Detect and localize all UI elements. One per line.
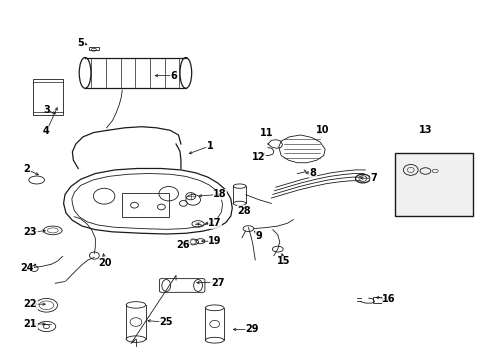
Text: 7: 7 xyxy=(370,173,377,183)
Text: 19: 19 xyxy=(208,236,222,246)
Bar xyxy=(89,47,99,50)
Bar xyxy=(394,153,472,216)
Text: 29: 29 xyxy=(244,324,258,334)
Bar xyxy=(372,297,382,303)
Text: 26: 26 xyxy=(176,240,190,250)
Text: 27: 27 xyxy=(210,278,224,288)
Text: 24: 24 xyxy=(20,263,34,273)
Text: 21: 21 xyxy=(23,319,37,329)
Text: 13: 13 xyxy=(418,125,431,135)
Text: 16: 16 xyxy=(381,294,395,304)
Text: 2: 2 xyxy=(23,164,30,174)
Text: 15: 15 xyxy=(276,256,290,266)
Text: 6: 6 xyxy=(170,71,177,81)
Bar xyxy=(122,193,168,217)
Text: 12: 12 xyxy=(252,152,265,162)
Text: 28: 28 xyxy=(237,206,251,216)
Text: 25: 25 xyxy=(159,317,173,327)
Text: 5: 5 xyxy=(77,38,84,48)
Text: 3: 3 xyxy=(43,105,50,115)
Text: 9: 9 xyxy=(255,231,262,241)
Text: 17: 17 xyxy=(208,218,222,228)
Text: 11: 11 xyxy=(259,128,273,138)
Text: 22: 22 xyxy=(23,299,37,309)
Text: 1: 1 xyxy=(206,141,213,151)
Text: 14: 14 xyxy=(418,164,431,174)
Text: 18: 18 xyxy=(213,189,226,199)
Text: 4: 4 xyxy=(43,126,50,136)
Text: 10: 10 xyxy=(315,125,329,135)
Text: 20: 20 xyxy=(98,258,112,268)
Bar xyxy=(33,79,62,115)
Text: 8: 8 xyxy=(309,168,316,178)
Text: 23: 23 xyxy=(23,227,37,237)
